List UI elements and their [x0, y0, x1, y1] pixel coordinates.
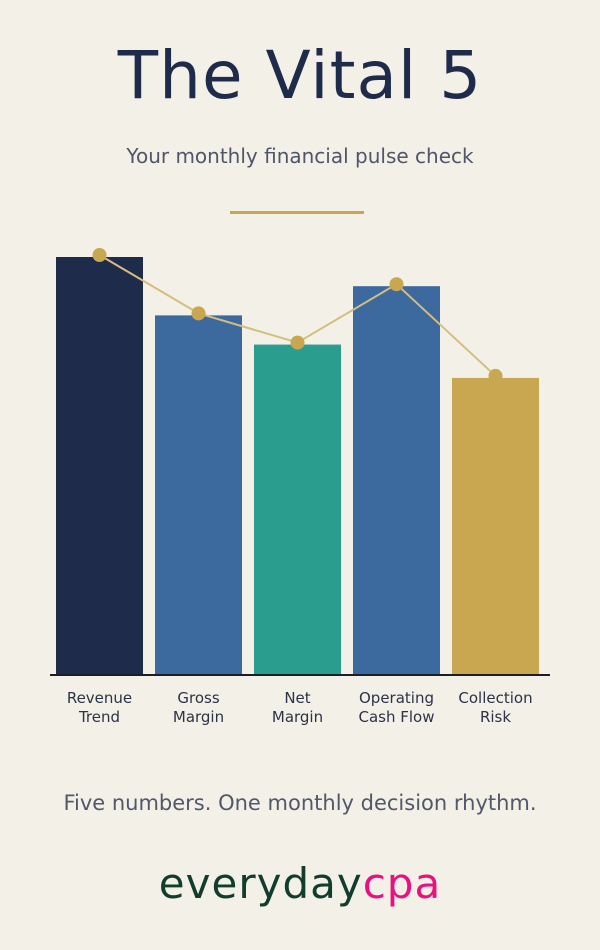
title-divider [230, 211, 364, 214]
x-tick-label-2: Net Margin [272, 689, 323, 726]
tagline: Five numbers. One monthly decision rhyth… [63, 791, 537, 815]
x-tick-label-4: Collection Risk [458, 689, 532, 726]
data-point-1 [191, 306, 206, 321]
x-tick-label-line: Operating [359, 689, 434, 707]
data-point-3 [389, 277, 404, 292]
x-tick-label-0: Revenue Trend [67, 689, 132, 726]
bar-2 [254, 344, 341, 674]
x-tick-label-line: Gross [177, 689, 219, 707]
x-tick-label-line: Cash Flow [359, 708, 435, 726]
bar-3 [353, 286, 440, 674]
data-point-2 [290, 335, 305, 350]
x-tick-label-line: Trend [78, 708, 120, 726]
bar-4 [452, 377, 539, 674]
x-tick-label-line: Margin [272, 708, 323, 726]
x-tick-label-3: Operating Cash Flow [359, 689, 435, 726]
x-tick-label-line: Risk [480, 708, 511, 726]
bar-1 [155, 315, 242, 674]
page-subtitle: Your monthly financial pulse check [126, 144, 474, 168]
logo-text-everyday: everyday [158, 859, 363, 908]
x-tick-label-line: Margin [173, 708, 224, 726]
x-tick-label-line: Net [284, 689, 310, 707]
x-tick-label-line: Collection [458, 689, 532, 707]
x-tick-label-line: Revenue [67, 689, 132, 707]
logo: everydaycpa [0, 856, 600, 912]
page-title: The Vital 5 [117, 37, 483, 114]
x-tick-label-1: Gross Margin [173, 689, 224, 726]
data-point-0 [92, 248, 107, 262]
bar-0 [56, 257, 143, 674]
logo-text-cpa: cpa [362, 859, 442, 908]
bars-group [56, 257, 539, 674]
points-group [92, 248, 503, 383]
data-point-4 [488, 368, 503, 383]
